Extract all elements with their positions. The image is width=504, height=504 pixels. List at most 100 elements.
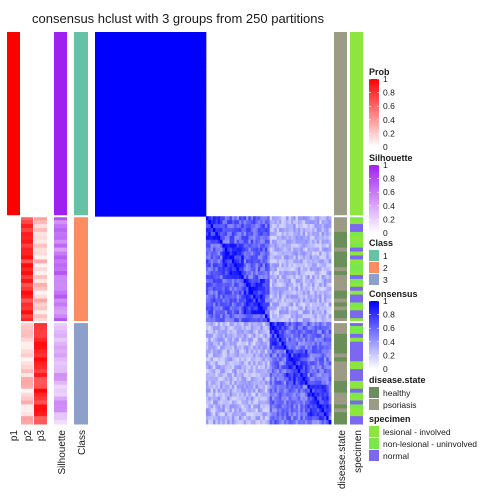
consensus-cell (139, 173, 143, 178)
consensus-cell (135, 212, 138, 217)
consensus-cell (137, 43, 141, 49)
consensus-cell (300, 267, 304, 272)
consensus-cell (305, 228, 308, 233)
consensus-cell (151, 192, 155, 198)
consensus-cell (210, 318, 214, 323)
class-cell (74, 259, 88, 264)
consensus-cell (118, 192, 122, 198)
consensus-cell (154, 118, 157, 123)
consensus-cell (307, 247, 311, 252)
consensus-cell (243, 286, 247, 292)
consensus-cell (222, 243, 226, 248)
consensus-cell (189, 204, 193, 209)
consensus-cell (95, 67, 98, 72)
consensus-cell (302, 333, 306, 339)
consensus-cell (246, 216, 249, 221)
consensus-cell (191, 169, 195, 174)
consensus-cell (161, 59, 164, 64)
consensus-cell (123, 75, 127, 80)
class-cell (74, 141, 88, 147)
consensus-cell (151, 94, 155, 100)
consensus-cell (120, 67, 124, 72)
p2-cell (21, 94, 33, 100)
silhouette-cell (54, 388, 67, 394)
consensus-cell (302, 263, 306, 268)
consensus-cell (210, 310, 214, 315)
p3-cell (34, 67, 47, 72)
p3-cell (34, 224, 47, 229)
consensus-cell (163, 126, 167, 131)
consensus-cell (170, 173, 174, 178)
silhouette-cell (54, 247, 67, 253)
consensus-cell (279, 341, 282, 346)
p3-cell (34, 145, 47, 151)
consensus-cell (267, 314, 271, 319)
consensus-cell (198, 55, 202, 60)
consensus-cell (323, 373, 327, 378)
consensus-cell (316, 369, 320, 374)
consensus-cell (300, 231, 304, 237)
consensus-cell (189, 82, 193, 88)
consensus-cell (224, 306, 228, 311)
p1-cell (7, 373, 20, 378)
consensus-cell (175, 204, 178, 209)
consensus-cell (297, 259, 301, 264)
consensus-cell (321, 302, 325, 307)
consensus-cell (307, 353, 311, 358)
consensus-cell (184, 184, 188, 190)
consensus-cell (135, 141, 138, 147)
consensus-cell (116, 192, 119, 198)
consensus-cell (201, 82, 204, 88)
consensus-cell (132, 149, 136, 154)
consensus-cell (283, 345, 287, 350)
consensus-cell (158, 173, 162, 178)
consensus-cell (151, 157, 155, 162)
consensus-cell (272, 224, 275, 229)
consensus-cell (161, 47, 164, 52)
consensus-cell (113, 196, 117, 201)
consensus-cell (231, 314, 235, 319)
consensus-cell (286, 220, 289, 225)
consensus-cell (208, 361, 212, 366)
consensus-cell (227, 357, 230, 362)
consensus-cell (238, 216, 242, 221)
consensus-cell (326, 220, 330, 225)
consensus-cell (116, 39, 119, 45)
consensus-cell (274, 361, 278, 366)
consensus-cell (135, 196, 138, 201)
consensus-cell (99, 208, 103, 213)
consensus-cell (276, 322, 280, 327)
consensus-cell (109, 204, 112, 209)
consensus-cell (99, 118, 103, 123)
consensus-cell (161, 130, 164, 135)
consensus-cell (102, 208, 105, 213)
consensus-cell (316, 345, 320, 350)
consensus-cell (144, 180, 148, 186)
consensus-cell (321, 235, 325, 241)
consensus-cell (253, 353, 256, 358)
consensus-cell (201, 137, 204, 143)
consensus-cell (128, 161, 131, 166)
consensus-cell (243, 326, 247, 331)
consensus-cell (286, 373, 289, 378)
consensus-cell (267, 255, 271, 260)
consensus-cell (248, 263, 252, 268)
consensus-cell (168, 169, 171, 174)
consensus-cell (130, 63, 134, 68)
consensus-cell (307, 361, 311, 366)
consensus-cell (314, 306, 318, 311)
consensus-cell (106, 196, 110, 201)
consensus-cell (208, 231, 212, 237)
consensus-cell (116, 196, 119, 201)
consensus-cell (116, 141, 119, 147)
consensus-cell (321, 275, 325, 280)
consensus-cell (293, 380, 296, 386)
p1-cell (7, 157, 20, 162)
consensus-cell (102, 192, 105, 198)
consensus-cell (165, 32, 169, 37)
consensus-cell (257, 302, 261, 307)
consensus-cell (161, 122, 164, 127)
consensus-cell (123, 208, 127, 213)
consensus-cell (189, 133, 193, 139)
consensus-cell (139, 169, 143, 174)
